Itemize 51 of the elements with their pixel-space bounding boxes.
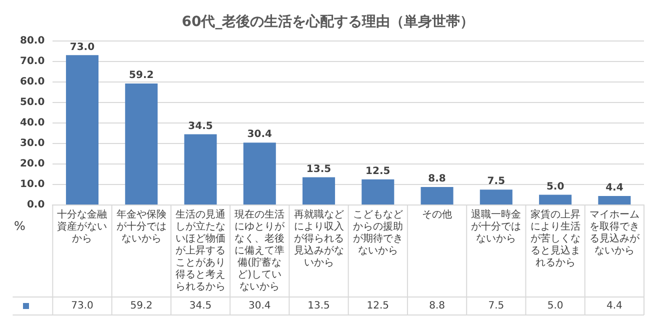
text: 12.5	[366, 166, 390, 177]
y-tick-label: 10.0	[20, 179, 45, 190]
x-tick-label: 家賃の上昇により生活が苦しくなると見込まれるから	[530, 208, 580, 269]
data-label: 5.0	[547, 300, 564, 312]
bar	[598, 196, 631, 204]
x-tick-label: こどもなどからの援助が期待できないから	[352, 210, 403, 257]
bar	[480, 190, 512, 204]
bar	[243, 142, 276, 204]
y-tick-label: 30.0	[20, 138, 45, 150]
text: 59.2	[129, 70, 154, 82]
x-tick-label: 十分な金融資産がないから	[57, 208, 108, 245]
text: 34.5	[188, 120, 213, 132]
text: 8.8	[428, 174, 446, 185]
data-label: 73.0	[71, 300, 94, 312]
y-tick-label: 80.0	[20, 35, 45, 46]
bar	[125, 83, 158, 204]
text: 73.0	[70, 42, 95, 53]
data-label: 59.2	[130, 300, 153, 312]
data-label: 4.4	[606, 300, 622, 312]
bar	[362, 179, 394, 204]
y-tick-label: 50.0	[20, 96, 45, 108]
x-tick-label: 生活の見通しが立たないほど物価が上昇することがあり得ると考えられるから	[176, 208, 226, 293]
y-tick-label: 60.0	[20, 76, 45, 88]
bar	[184, 134, 217, 204]
data-label: 7.5	[488, 300, 504, 312]
x-tick-label: 再就職などにより収入が得られる見込みがないから	[294, 208, 344, 269]
x-tick-label: 退職一時金が十分ではないから	[471, 208, 522, 245]
data-label: 34.5	[189, 300, 212, 312]
text: 5.0	[546, 181, 564, 192]
text: 7.5	[487, 176, 506, 188]
bar	[66, 55, 98, 204]
y-tick-label: 70.0	[20, 56, 45, 67]
text: 13.5	[306, 164, 332, 175]
x-tick-label: マイホームを取得できる見込みがないから	[589, 210, 640, 257]
y-tick-label: 20.0	[20, 158, 45, 170]
x-tick-label: その他	[422, 208, 452, 221]
x-tick-label: 現在の生活にゆとりがなく、老後に備えて準備(貯蓄など)していないから	[234, 208, 286, 293]
bar	[539, 194, 572, 204]
y-axis-title: %	[14, 219, 26, 234]
chart-title: 60代_老後の生活を心配する理由（単身世帯）	[182, 13, 474, 30]
data-label: 13.5	[308, 300, 330, 312]
text: 4.4	[606, 182, 624, 194]
y-tick-label: 40.0	[20, 117, 45, 128]
bar	[420, 186, 454, 204]
data-label: 12.5	[366, 300, 390, 312]
y-tick-label: 0.0	[26, 200, 45, 211]
bar	[302, 177, 336, 204]
data-label: 8.8	[429, 300, 445, 312]
text: 30.4	[247, 129, 272, 140]
x-tick-label: 年金や保険が十分ではないから	[116, 208, 166, 245]
data-label: 30.4	[248, 300, 271, 312]
